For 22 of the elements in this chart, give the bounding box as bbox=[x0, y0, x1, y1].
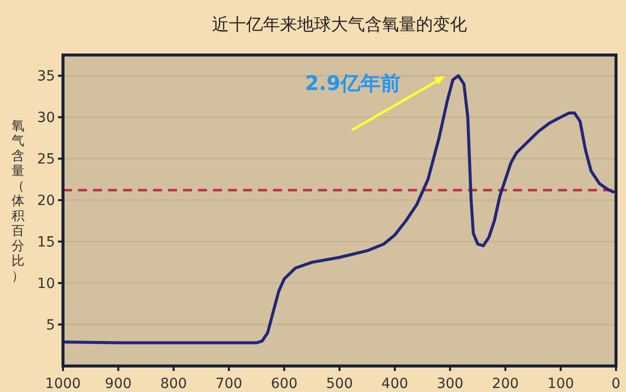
x-tick-label: 0 bbox=[612, 376, 620, 392]
y-tick-label: 20 bbox=[37, 193, 55, 210]
x-tick-label: 200 bbox=[492, 376, 519, 392]
x-tick-label: 600 bbox=[270, 376, 298, 392]
x-tick-label: 100 bbox=[547, 376, 574, 392]
annotation: 2.9亿年前 bbox=[305, 71, 400, 95]
line-series bbox=[62, 74, 615, 344]
y-tick-label: 35 bbox=[37, 68, 55, 85]
x-tick-label: 400 bbox=[381, 376, 408, 392]
y-tick-label: 5 bbox=[46, 318, 55, 334]
y-tick-label: 25 bbox=[37, 152, 55, 168]
text: 氧气含量（体积百分比） bbox=[12, 119, 24, 284]
x-tick-label: 800 bbox=[160, 376, 187, 392]
x-tick-label: 700 bbox=[216, 376, 242, 392]
x-tick-label: 900 bbox=[104, 376, 132, 392]
y-tick-label: 30 bbox=[37, 110, 55, 126]
x-tick-label: 300 bbox=[436, 376, 464, 392]
y-tick-label: 15 bbox=[37, 234, 55, 251]
x-tick-label: 500 bbox=[326, 376, 353, 392]
x-tick-label: 1000 bbox=[45, 376, 81, 392]
y-tick-label: 10 bbox=[37, 276, 55, 292]
chart-title: 近十亿年来地球大气含氧量的变化 bbox=[212, 15, 467, 35]
